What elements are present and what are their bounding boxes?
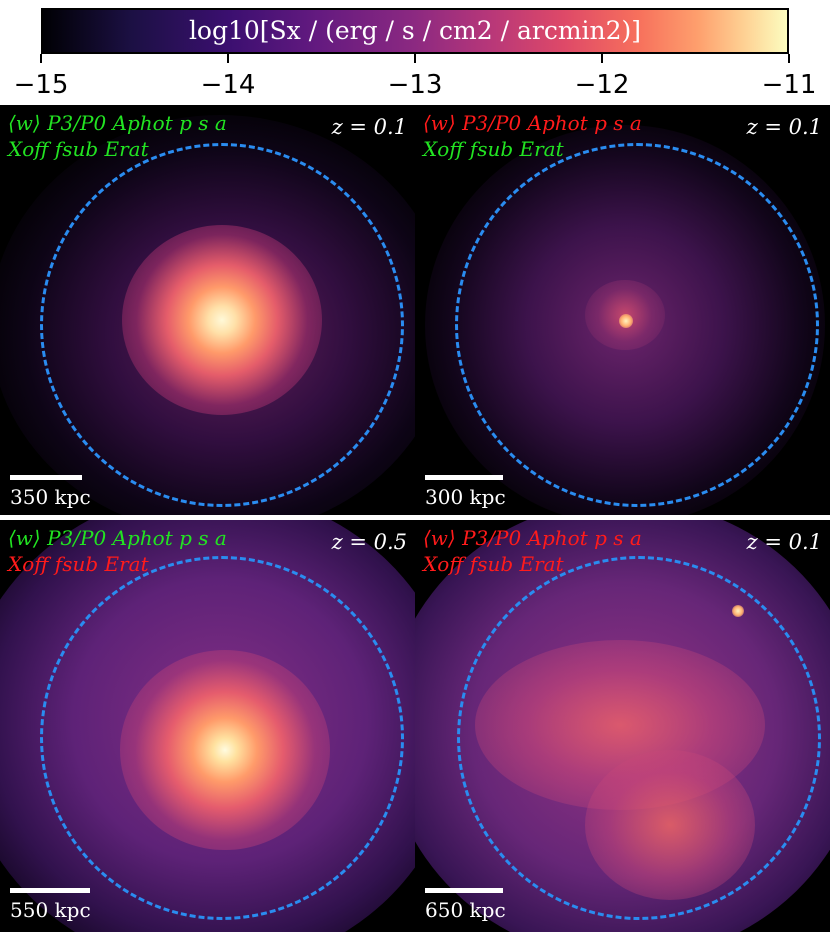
cluster-panel-bottom-left: ⟨w⟩ P3/P0 Aphot p s a Xoff fsub Erat z =… <box>0 520 415 932</box>
colorbar: log10[Sx / (erg / s / cm2 / arcmin2)] <box>41 8 789 54</box>
redshift-label: z = 0.5 <box>331 530 407 554</box>
scale-bar <box>10 475 82 480</box>
scale-bar <box>10 888 90 893</box>
redshift-label: z = 0.1 <box>746 530 822 554</box>
scale-bar-label: 350 kpc <box>10 485 91 509</box>
dashed-aperture-circle <box>40 143 404 507</box>
colorbar-tick-label: −13 <box>387 70 443 100</box>
scale-bar-label: 300 kpc <box>425 485 506 509</box>
scale-bar <box>425 888 503 893</box>
parameter-label-line2: Xoff fsub Erat <box>423 137 564 161</box>
cluster-panel-top-left: ⟨w⟩ P3/P0 Aphot p s a Xoff fsub Erat z =… <box>0 105 415 515</box>
colorbar-tick-label: −12 <box>574 70 630 100</box>
scale-bar <box>425 475 503 480</box>
colorbar-tick <box>414 54 416 63</box>
colorbar-tick <box>788 54 790 63</box>
parameter-label-line2: Xoff fsub Erat <box>8 552 149 576</box>
parameter-label-line1: ⟨w⟩ P3/P0 Aphot p s a <box>8 111 227 135</box>
dashed-aperture-circle <box>455 143 819 507</box>
colorbar-tick <box>601 54 603 63</box>
parameter-label-line2: Xoff fsub Erat <box>8 137 149 161</box>
scale-bar-label: 550 kpc <box>10 898 91 922</box>
parameter-label-line1: ⟨w⟩ P3/P0 Aphot p s a <box>423 526 642 550</box>
cluster-panel-bottom-right: ⟨w⟩ P3/P0 Aphot p s a Xoff fsub Erat z =… <box>415 520 830 932</box>
colorbar-tick-label: −15 <box>13 70 69 100</box>
cluster-panel-top-right: ⟨w⟩ P3/P0 Aphot p s a Xoff fsub Erat z =… <box>415 105 830 515</box>
parameter-label-line1: ⟨w⟩ P3/P0 Aphot p s a <box>423 111 642 135</box>
colorbar-tick <box>40 54 42 63</box>
redshift-label: z = 0.1 <box>746 115 822 139</box>
dashed-aperture-circle <box>457 556 821 920</box>
dashed-aperture-circle <box>40 556 404 920</box>
colorbar-tick-label: −14 <box>200 70 256 100</box>
parameter-label-line2: Xoff fsub Erat <box>423 552 564 576</box>
redshift-label: z = 0.1 <box>331 115 407 139</box>
colorbar-tick <box>227 54 229 63</box>
parameter-label-line1: ⟨w⟩ P3/P0 Aphot p s a <box>8 526 227 550</box>
colorbar-label: log10[Sx / (erg / s / cm2 / arcmin2)] <box>188 16 642 45</box>
colorbar-tick-label: −11 <box>761 70 817 100</box>
scale-bar-label: 650 kpc <box>425 898 506 922</box>
